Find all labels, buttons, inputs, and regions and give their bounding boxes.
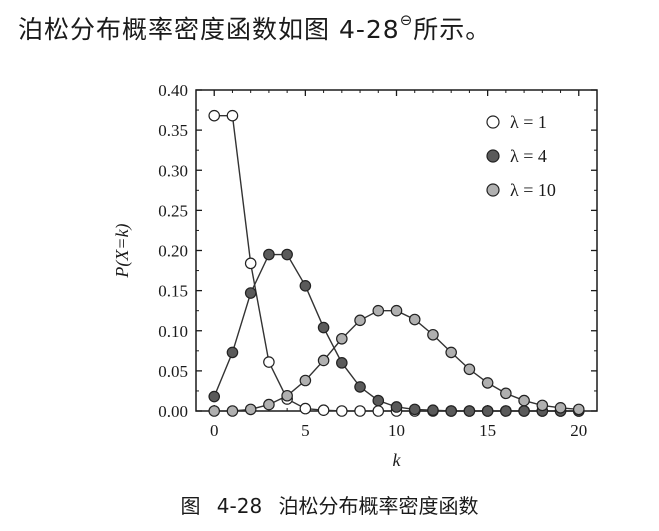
series-2-point [226, 346, 239, 359]
series-1-point [317, 404, 330, 416]
series-3-point [572, 403, 585, 416]
y-tick-label: 0.40 [158, 81, 188, 100]
x-tick-label: 10 [388, 421, 405, 440]
series-3-point [427, 328, 439, 341]
x-tick-label: 15 [479, 421, 496, 440]
series-2-point [408, 403, 421, 416]
intro-main: 泊松分布概率密度函数如图 4-28 [18, 15, 400, 44]
series-1-point [244, 257, 257, 270]
series-3-point [299, 374, 312, 387]
series-3-point [408, 313, 421, 326]
series-1-point [299, 402, 312, 415]
series-3-point [554, 401, 567, 414]
legend-marker-1 [486, 115, 500, 129]
x-tick-label: 5 [301, 421, 310, 440]
figure-caption: 图 4-28 泊松分布概率密度函数 [180, 494, 479, 518]
series-2-point [372, 394, 385, 407]
y-tick-label: 0.20 [158, 242, 188, 261]
series-2-point [354, 381, 366, 393]
series-3-point [208, 405, 221, 417]
x-axis-label: k [393, 450, 402, 470]
series-3-point [445, 346, 457, 359]
series-2-point [390, 401, 403, 413]
series-1-point [372, 405, 385, 417]
legend-label-3: λ = 10 [510, 180, 556, 200]
plot-frame [195, 89, 598, 412]
series-3-point [336, 332, 348, 345]
series-3-point [500, 387, 512, 400]
series-3-point [226, 405, 239, 417]
series-2-point [427, 404, 439, 416]
series-3-point [536, 399, 549, 412]
y-tick-label: 0.30 [158, 161, 188, 180]
intro-text: 泊松分布概率密度函数如图 4-28⊖所示。 [18, 10, 491, 46]
y-tick-label: 0.25 [158, 201, 188, 220]
series-3-point [390, 304, 403, 317]
series-3-point [481, 377, 494, 389]
series-3-point [244, 403, 257, 416]
series-2-point [281, 248, 293, 261]
y-tick-label: 0.15 [158, 282, 188, 301]
x-tick-label: 20 [570, 421, 587, 440]
series-2-point [244, 287, 257, 299]
series-2-point [317, 321, 330, 334]
y-tick-label: 0.35 [158, 121, 188, 140]
series-2-point [481, 405, 494, 417]
y-tick-label: 0.05 [158, 362, 188, 381]
series-2-point [500, 405, 512, 417]
series-1-point [336, 405, 348, 417]
series-2-point [336, 357, 348, 369]
series-2-point [263, 248, 275, 261]
series-3-point [463, 363, 476, 376]
series-3-point [518, 394, 530, 407]
series-2-point [463, 405, 476, 417]
series-2-point [445, 405, 457, 417]
intro-suffix: 所示。 [413, 15, 492, 44]
series-3-point [317, 354, 330, 367]
legend-marker-3 [486, 183, 500, 197]
series-1-point [226, 109, 239, 122]
footnote-mark: ⊖ [399, 10, 414, 29]
series-2-point [518, 405, 530, 417]
y-tick-label: 0.10 [158, 322, 188, 341]
legend-marker-2 [486, 149, 500, 163]
x-tick-label: 0 [210, 421, 219, 440]
legend-label-2: λ = 4 [510, 146, 547, 166]
series-3-point [263, 398, 275, 411]
legend-label-1: λ = 1 [510, 112, 547, 132]
series-3-point [281, 389, 293, 402]
y-tick-label: 0.00 [158, 402, 188, 421]
series-1-point [263, 356, 275, 368]
series-3-point [372, 304, 385, 317]
y-axis-label: P(X=k) [112, 223, 133, 278]
series-2-point [299, 280, 312, 292]
series-3-point [354, 314, 366, 327]
series-1-point [208, 109, 221, 122]
series-2-point [208, 390, 221, 403]
series-1-point [354, 405, 366, 417]
series-line-2 [213, 253, 579, 412]
